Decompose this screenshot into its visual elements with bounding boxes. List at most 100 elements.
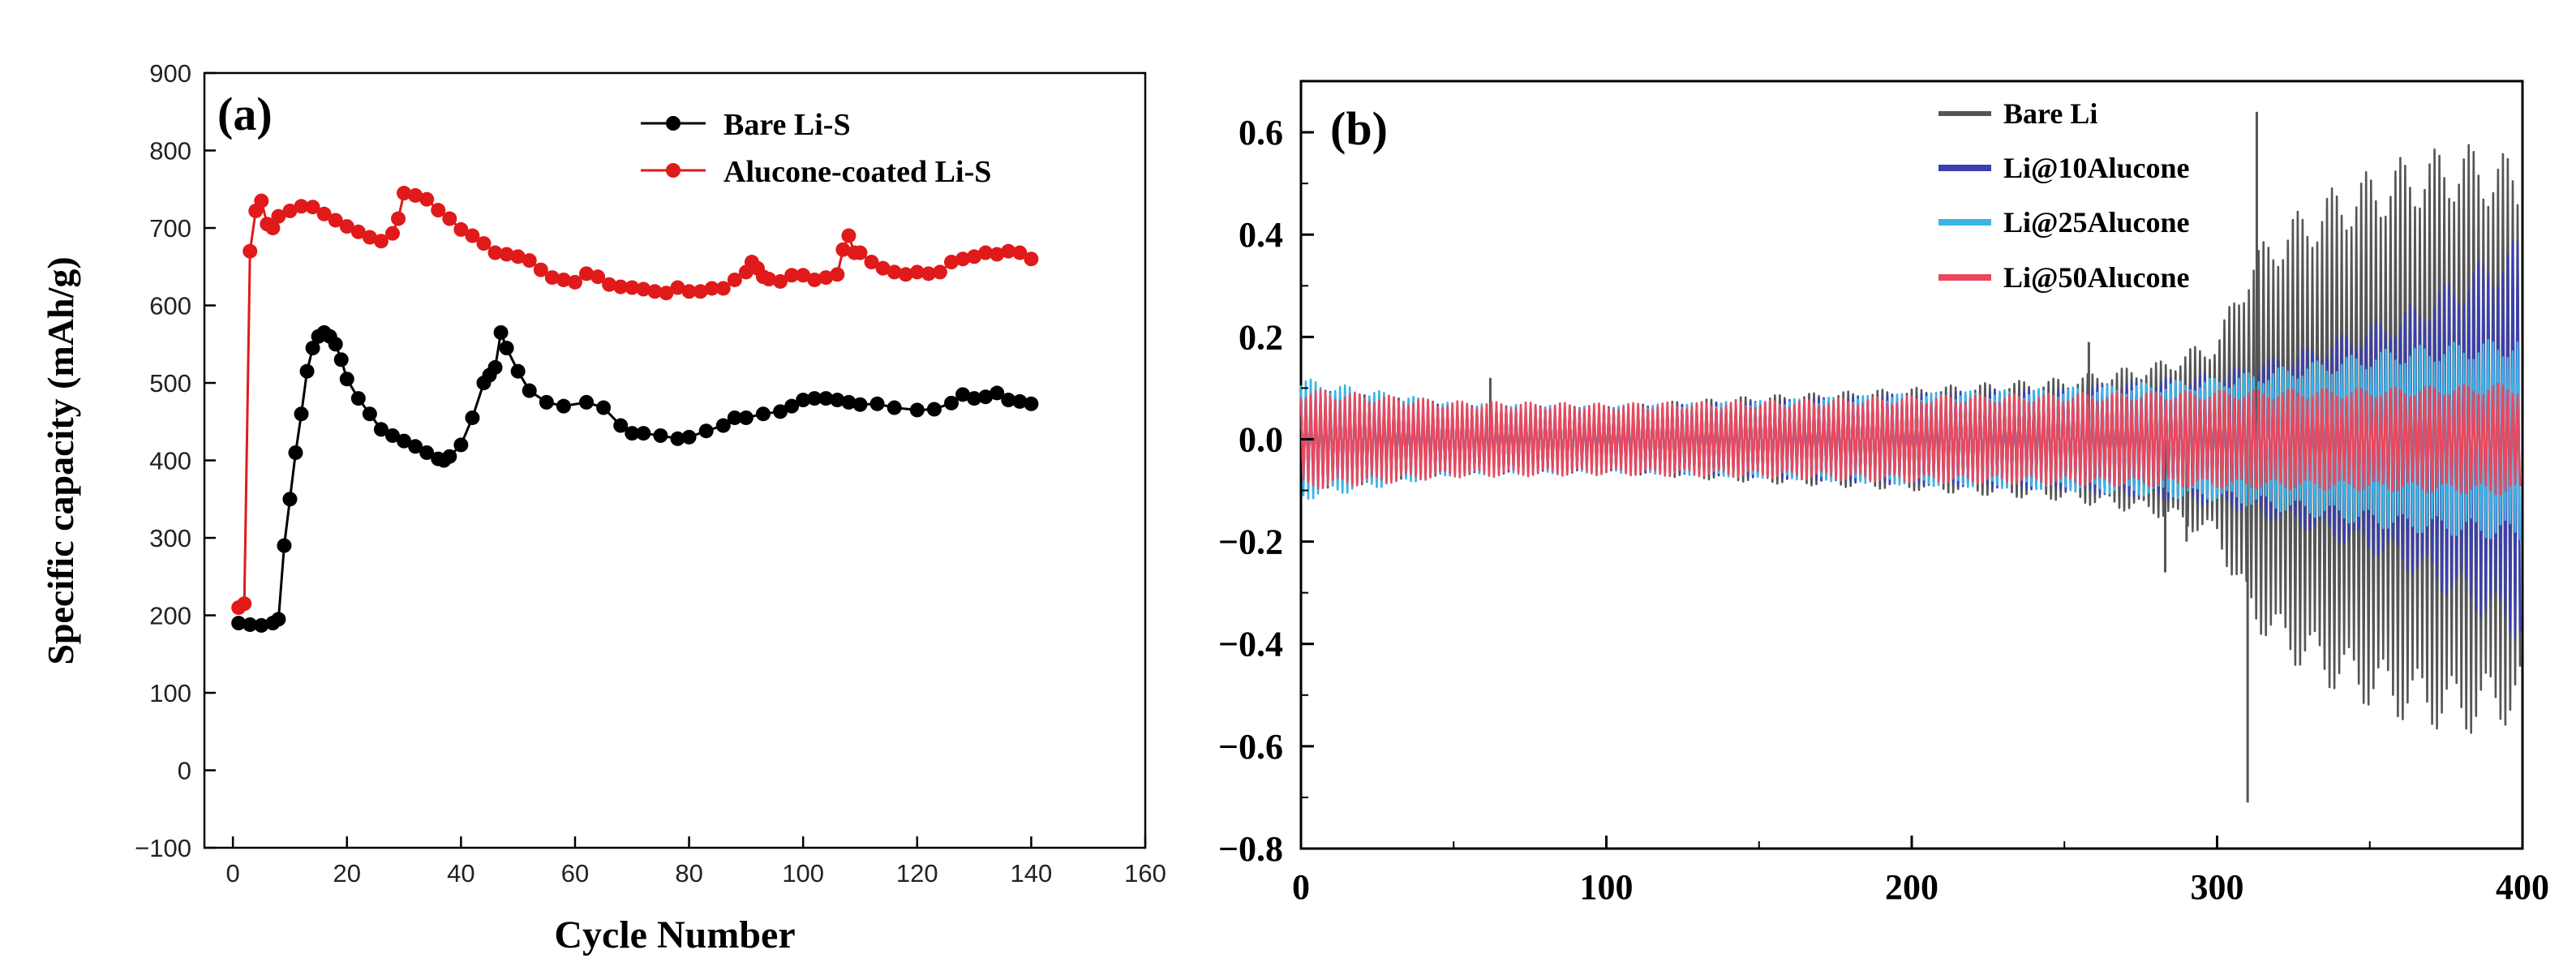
data-point xyxy=(613,279,629,294)
data-point xyxy=(1012,245,1028,260)
data-point xyxy=(339,372,354,387)
data-point xyxy=(328,213,343,228)
x-tick-label: 200 xyxy=(1885,867,1938,907)
series-line-0 xyxy=(238,328,1032,627)
data-point xyxy=(755,406,771,422)
data-point xyxy=(978,245,994,260)
data-point xyxy=(762,272,776,287)
y-tick-label: 0.0 xyxy=(1239,419,1283,459)
data-point xyxy=(305,341,320,356)
data-point xyxy=(465,410,480,425)
data-point xyxy=(277,538,292,553)
data-point xyxy=(990,385,1005,401)
panel-a-frame xyxy=(203,71,1147,849)
data-point xyxy=(487,245,503,260)
data-point xyxy=(391,211,406,226)
data-point xyxy=(465,228,480,243)
panel-a-xlabel: Cycle Number xyxy=(554,913,795,956)
data-point xyxy=(476,236,492,251)
data-point xyxy=(773,273,788,289)
legend-marker-bare-li-s xyxy=(666,116,680,131)
data-point xyxy=(898,267,913,282)
y-tick-label: 400 xyxy=(149,447,191,475)
data-point xyxy=(875,260,891,276)
data-point xyxy=(636,426,651,441)
data-point xyxy=(362,230,377,245)
data-point xyxy=(385,428,400,443)
data-point xyxy=(921,266,936,282)
x-tick-label: 0 xyxy=(226,859,240,888)
data-point xyxy=(243,617,258,632)
data-point xyxy=(487,359,503,375)
data-point xyxy=(442,449,457,464)
data-point xyxy=(1024,396,1039,411)
data-point xyxy=(943,395,959,410)
y-tick-label: 500 xyxy=(149,369,191,398)
data-point xyxy=(288,445,303,460)
legend-marker-alucone-li-s xyxy=(666,163,680,178)
data-point xyxy=(659,286,674,301)
data-point xyxy=(431,203,446,218)
data-point xyxy=(830,393,845,408)
data-point xyxy=(796,268,811,283)
panel-a-series xyxy=(231,186,1039,633)
data-point xyxy=(835,242,851,257)
data-point xyxy=(978,389,994,405)
x-tick-label: 120 xyxy=(896,859,938,888)
y-tick-label: 0.2 xyxy=(1239,317,1283,357)
data-point xyxy=(362,406,377,422)
data-point xyxy=(841,394,857,410)
data-point xyxy=(967,391,982,406)
data-point xyxy=(909,402,925,418)
data-point xyxy=(556,272,571,287)
data-point xyxy=(955,251,971,267)
data-point xyxy=(693,284,708,299)
legend-label-li50: Li@50Alucone xyxy=(2003,261,2190,294)
y-tick-label: 900 xyxy=(149,59,191,88)
data-point xyxy=(715,418,731,433)
x-tick-label: 100 xyxy=(782,859,824,888)
data-point xyxy=(590,269,606,285)
panel-b: 0 100 200 300 400 −0.8 −0.6 −0.4 −0.2 0.0 0.2 0.4 0.… xyxy=(1218,80,2549,907)
data-point xyxy=(397,433,412,449)
data-point xyxy=(510,249,526,264)
data-point xyxy=(493,325,509,340)
data-point xyxy=(556,398,571,414)
x-tick-label: 80 xyxy=(675,859,702,888)
data-point xyxy=(265,221,281,235)
data-point xyxy=(784,268,800,283)
data-point xyxy=(499,247,514,262)
data-point xyxy=(887,400,902,415)
data-point xyxy=(499,341,514,356)
data-point xyxy=(596,400,612,415)
data-point xyxy=(254,193,269,208)
data-point xyxy=(955,387,971,402)
x-tick-label: 300 xyxy=(2191,867,2244,907)
data-point xyxy=(830,267,845,282)
data-point xyxy=(841,228,857,243)
data-point xyxy=(670,431,685,446)
x-tick-label: 20 xyxy=(333,859,361,888)
data-point xyxy=(299,363,315,379)
data-point xyxy=(243,243,258,259)
data-point xyxy=(544,270,560,286)
data-point xyxy=(1012,393,1028,409)
y-tick-label: −0.2 xyxy=(1218,522,1283,562)
data-point xyxy=(636,282,651,297)
data-point xyxy=(282,492,298,507)
legend-label-bare-li-s: Bare Li-S xyxy=(723,108,851,142)
data-point xyxy=(715,281,731,296)
data-point xyxy=(385,226,400,241)
x-tick-label: 0 xyxy=(1292,867,1310,907)
data-point xyxy=(670,280,685,295)
data-point xyxy=(231,616,247,631)
panel-b-axes: 0 100 200 300 400 −0.8 −0.6 −0.4 −0.2 0.0 0.2 0.4 0.… xyxy=(1218,113,2549,907)
data-point xyxy=(316,206,332,221)
data-point xyxy=(869,396,885,411)
data-point xyxy=(625,280,640,295)
data-point xyxy=(818,270,834,286)
data-point xyxy=(522,253,537,269)
y-tick-label: 100 xyxy=(149,679,191,707)
data-point xyxy=(852,245,868,260)
